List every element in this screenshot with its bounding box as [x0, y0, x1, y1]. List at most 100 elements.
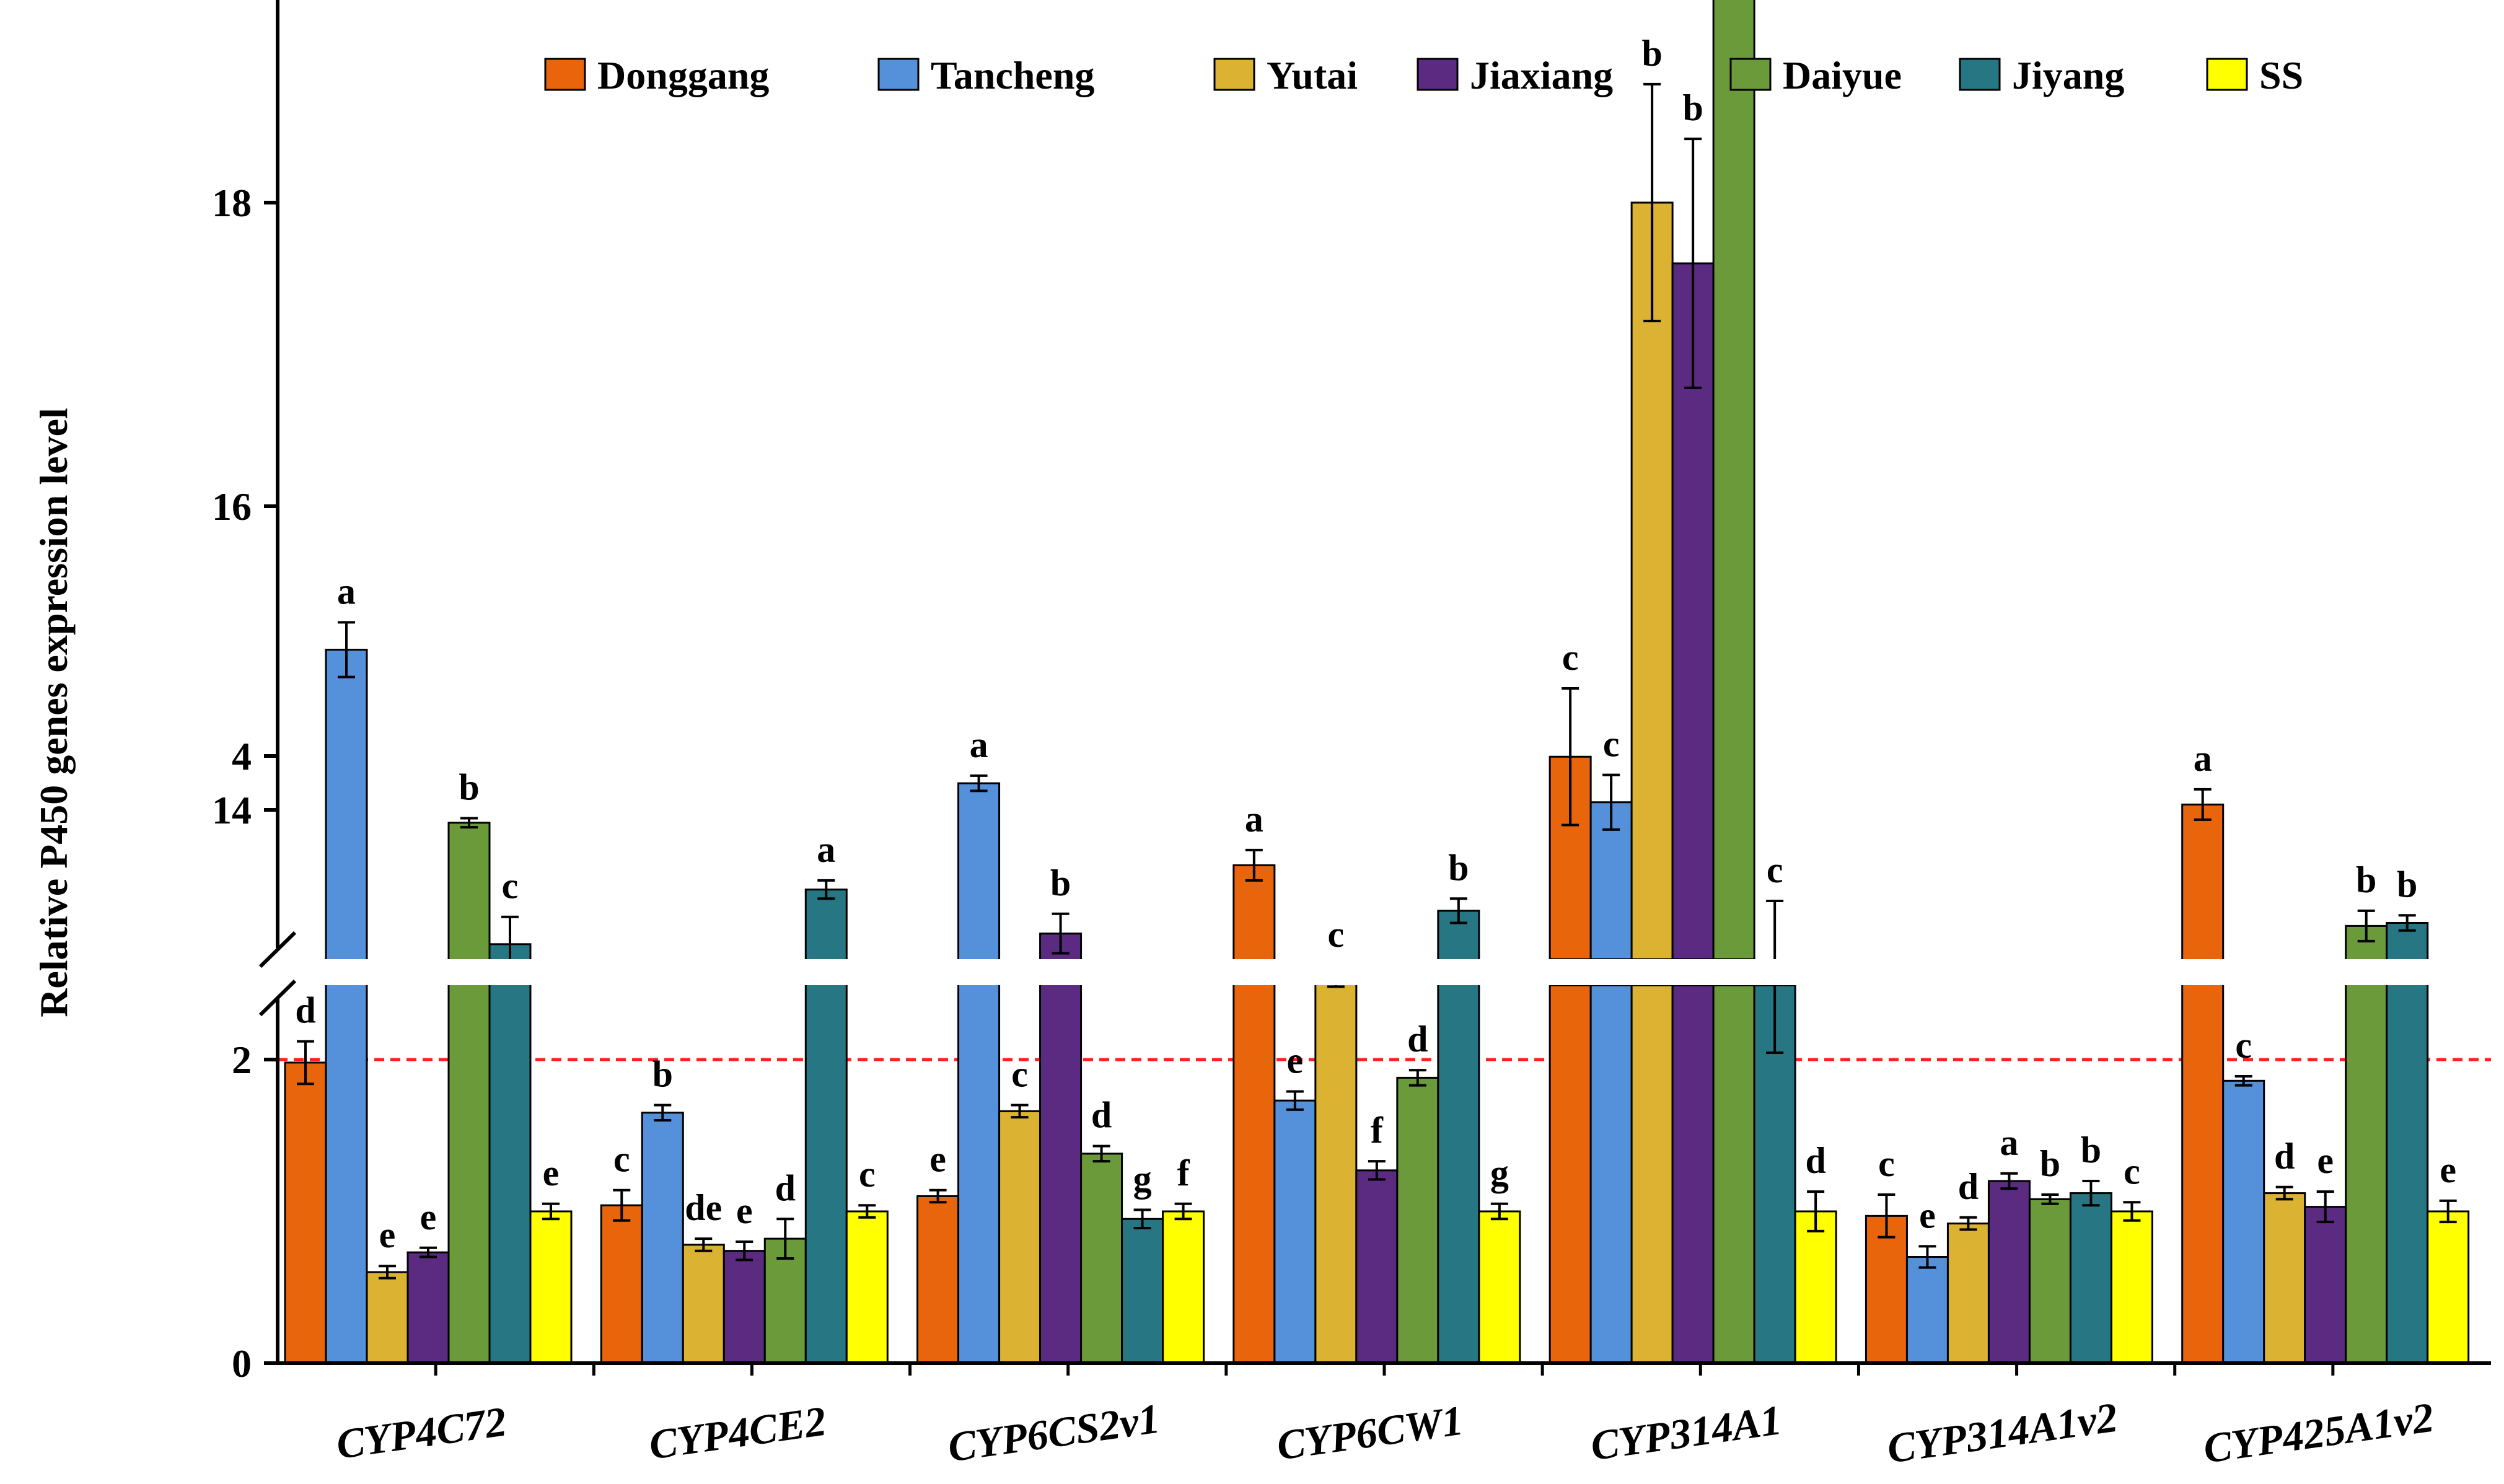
significance-letter: c — [1603, 724, 1620, 765]
significance-letter: a — [337, 571, 356, 612]
error-bar — [929, 1188, 947, 1204]
bar-yutai-cyp6cw1 — [1314, 975, 1358, 1364]
significance-letter: a — [2000, 1122, 2018, 1163]
error-bar — [1602, 773, 1620, 831]
bar-jiaxiang-cyp314a1v2 — [1987, 1180, 2031, 1364]
error-bar — [858, 1204, 876, 1219]
bar-yutai-cyp314a1v2 — [1946, 1223, 1990, 1364]
bar-yutai-cyp4c72 — [366, 1271, 409, 1364]
significance-letter: e — [543, 1153, 560, 1193]
x-tick-label: CYP6CW1 — [1274, 1397, 1466, 1469]
y-tick-label: 2 — [232, 1038, 252, 1082]
significance-letter: b — [1448, 847, 1469, 888]
bar-tancheng-cyp4c72 — [325, 649, 368, 1364]
bar-daiyue-cyp314a1v2 — [2028, 1198, 2071, 1364]
significance-letter: de — [685, 1187, 722, 1228]
axis-break-gap — [280, 959, 2493, 985]
error-bar — [297, 1040, 314, 1086]
legend-label: Daiyue — [1783, 53, 1902, 97]
significance-letter: b — [1050, 863, 1071, 903]
legend-swatch — [1729, 58, 1772, 91]
legend-swatch — [877, 58, 920, 91]
legend-swatch — [1417, 58, 1459, 91]
significance-letter: b — [459, 766, 479, 807]
plot-area: dceaccaabaececedeccbddeebfbaebdddabbcagb… — [212, 0, 2493, 1472]
error-bar — [1245, 848, 1263, 882]
error-bar — [1286, 1090, 1304, 1111]
significance-letter: c — [613, 1139, 630, 1180]
bar-tancheng-cyp425a1v2 — [2222, 1079, 2265, 1364]
bar-donggang-cyp6cw1 — [1232, 864, 1276, 1364]
bar-ss-cyp4ce2 — [845, 1210, 889, 1364]
bar-daiyue-cyp425a1v2 — [2345, 924, 2388, 1364]
error-bar — [420, 1246, 437, 1258]
significance-letter: c — [1767, 850, 1783, 890]
error-bar — [2439, 1199, 2457, 1224]
bar-donggang-cyp425a1v2 — [2181, 803, 2225, 1364]
significance-letter: e — [929, 1139, 946, 1180]
significance-letter: g — [1133, 1159, 1152, 1200]
significance-letter: e — [379, 1214, 396, 1255]
error-bar — [2275, 1185, 2293, 1201]
bar-daiyue-cyp314a1 — [1712, 0, 1755, 960]
bar-jiyang-cyp314a1v2 — [2069, 1192, 2112, 1364]
significance-letter: d — [295, 990, 315, 1031]
error-bar — [2316, 1190, 2334, 1224]
error-bar — [776, 1218, 794, 1260]
significance-letter: a — [970, 724, 988, 765]
significance-letter: e — [2440, 1149, 2456, 1190]
x-tick-label: CYP6CS2v1 — [945, 1395, 1162, 1471]
bar-donggang-cyp314a1-lower — [1549, 984, 1592, 1364]
error-bar — [1368, 1160, 1386, 1181]
x-tick-label: CYP4CE2 — [646, 1397, 829, 1469]
legend-label: Yutai — [1267, 53, 1358, 97]
legend-label: Jiaxiang — [1470, 53, 1613, 97]
bar-jiyang-cyp4c72 — [488, 943, 532, 1364]
significance-letter: a — [2194, 738, 2212, 779]
legend-label: Jiyang — [2012, 53, 2124, 97]
significance-letter: b — [2040, 1143, 2060, 1184]
bar-daiyue-cyp4c72 — [447, 822, 491, 1364]
significance-letter: f — [1177, 1153, 1190, 1193]
significance-letter: e — [420, 1196, 437, 1237]
error-bar — [1807, 1190, 1825, 1232]
error-bar — [1408, 1069, 1426, 1087]
significance-letter: c — [1011, 1054, 1028, 1095]
y-axis-label: Relative P450 genes expression level — [32, 408, 76, 1017]
y-tick-label: 14 — [212, 788, 252, 832]
significance-letter: c — [859, 1154, 876, 1195]
error-bar — [2398, 914, 2416, 932]
bar-tancheng-cyp314a1v2 — [1905, 1256, 1949, 1364]
error-bar — [1490, 1202, 1508, 1221]
bar-jiaxiang-cyp6cs2v1 — [1039, 933, 1083, 1364]
significance-letter: d — [775, 1167, 796, 1208]
bar-donggang-cyp4c72 — [284, 1061, 327, 1364]
significance-letter: a — [817, 829, 835, 870]
significance-letter: a — [1245, 799, 1263, 840]
significance-letter: d — [1958, 1166, 1979, 1207]
legend-swatch — [1959, 58, 2001, 91]
bar-daiyue-cyp6cs2v1 — [1080, 1153, 1123, 1364]
error-bar — [2082, 1180, 2100, 1207]
y-tick-label: 16 — [212, 485, 252, 529]
legend-item-jiaxiang: Jiaxiang — [1417, 53, 1613, 97]
significance-letter: b — [2356, 859, 2376, 900]
error-bar — [1959, 1216, 1977, 1231]
legend-label: SS — [2259, 53, 2303, 97]
bar-ss-cyp314a1v2 — [2110, 1210, 2153, 1364]
error-bar — [379, 1265, 396, 1280]
error-bar — [817, 879, 835, 900]
bar-jiaxiang-cyp425a1v2 — [2304, 1206, 2347, 1364]
legend-swatch — [2206, 58, 2248, 91]
error-bar — [1449, 897, 1467, 924]
significance-letter: b — [652, 1054, 673, 1095]
significance-letter: e — [736, 1190, 753, 1231]
x-tick-label: CYP314A1v2 — [1884, 1394, 2120, 1472]
significance-letter: e — [2317, 1140, 2334, 1181]
bar-daiyue-cyp6cw1 — [1396, 1076, 1439, 1364]
error-bar — [654, 1104, 672, 1122]
bar-ss-cyp6cs2v1 — [1162, 1210, 1205, 1364]
bar-donggang-cyp6cs2v1 — [916, 1195, 960, 1364]
error-bar — [1174, 1202, 1192, 1221]
